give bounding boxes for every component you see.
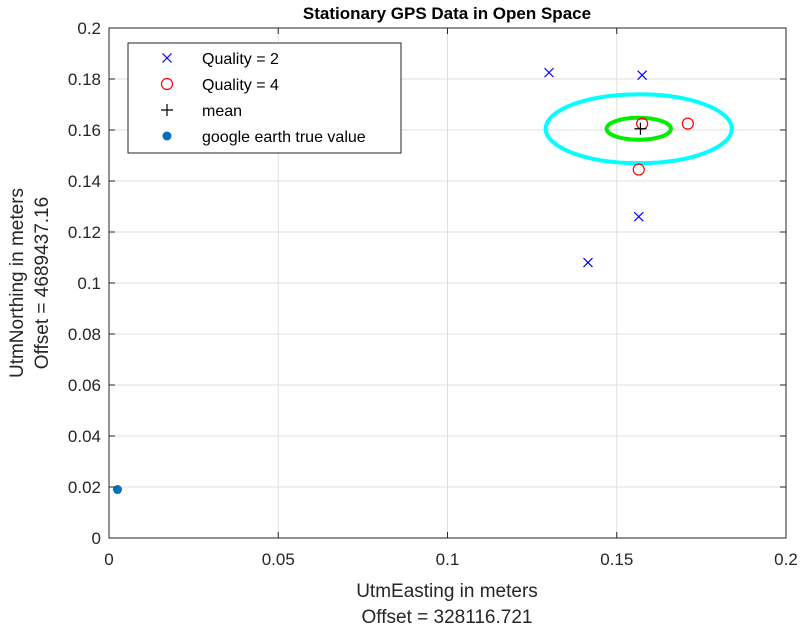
data-point-series-0: [637, 70, 648, 81]
legend: Quality = 2 Quality = 4 mean google earth t…: [127, 42, 402, 154]
y-axis-label: UtmNorthing in meters: [7, 188, 28, 378]
x-tick-label: 0.15: [600, 550, 633, 569]
y-tick-label: 0.12: [68, 223, 101, 242]
error-ellipse: [543, 92, 734, 166]
legend-label-series-3: google earth true value: [202, 129, 366, 146]
data-point-series-0: [633, 211, 644, 222]
x-axis-offset-label: Offset = 328116.721: [362, 607, 533, 628]
legend-marker-series-2: [161, 104, 173, 116]
y-axis-offset-label: Offset = 4689437.16: [32, 197, 53, 369]
data-point-series-1: [632, 163, 645, 176]
ellipse-layer: [543, 92, 734, 166]
x-tick-label: 0.1: [436, 550, 460, 569]
x-axis-label: UtmEasting in meters: [356, 581, 538, 602]
y-tick-label: 0.18: [68, 70, 101, 89]
data-point-series-0: [544, 67, 554, 78]
legend-label-series-1: Quality = 4: [202, 77, 279, 94]
y-tick-label: 0.16: [68, 121, 101, 140]
marker-layer: [112, 67, 694, 495]
legend-box: [127, 42, 402, 154]
error-ellipse: [604, 115, 673, 142]
y-tick-label: 0.2: [77, 19, 101, 38]
chart-title: Stationary GPS Data in Open Space: [303, 4, 591, 23]
x-tick-label: 0: [104, 550, 113, 569]
data-point-series-0: [583, 257, 593, 268]
y-tick-label: 0.06: [68, 376, 101, 395]
data-point-series-1: [681, 117, 694, 130]
data-point-series-3: [112, 485, 122, 495]
y-tick-label: 0.14: [68, 172, 101, 191]
legend-marker-series-1: [160, 77, 174, 91]
y-tick-label: 0.02: [68, 478, 101, 497]
legend-label-series-0: Quality = 2: [202, 51, 279, 68]
x-tick-label: 0.05: [262, 550, 295, 569]
legend-marker-series-3: [162, 131, 172, 141]
x-tick-label: 0.2: [774, 550, 798, 569]
y-tick-label: 0.04: [68, 427, 101, 446]
legend-label-series-2: mean: [202, 103, 242, 120]
y-tick-label: 0.1: [77, 274, 101, 293]
y-tick-label: 0.08: [68, 325, 101, 344]
legend-marker-series-0: [162, 53, 172, 63]
data-point-series-2: [634, 122, 647, 135]
tick-layer: 0 0.05 0.1 0.15 0.2 0 0.02 0.04 0.06 0.08 0.1 0.12 0…: [68, 19, 798, 569]
y-tick-label: 0: [92, 529, 101, 548]
